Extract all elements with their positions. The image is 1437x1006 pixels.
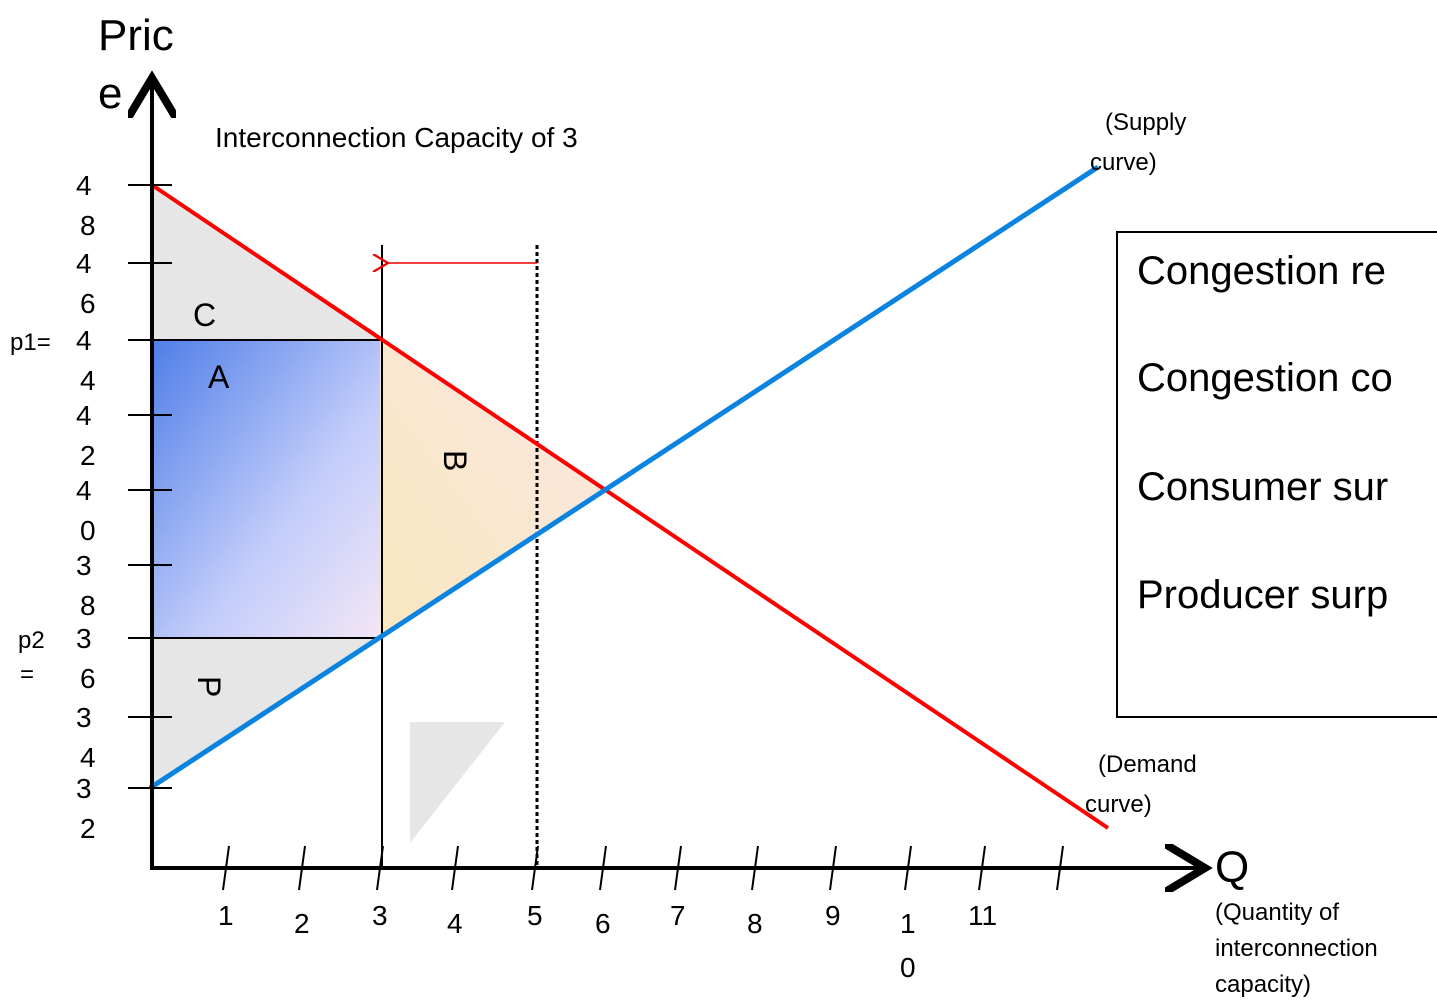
region-label: B [437, 450, 473, 471]
title: Interconnection Capacity of 3 [215, 122, 578, 153]
x-tick [829, 845, 837, 891]
y-tick-label: 4 [76, 248, 92, 279]
legend-text: Consumer sur [1137, 465, 1388, 509]
y-tick-label: 4 [76, 170, 92, 201]
x-tick-label: 11 [968, 900, 997, 931]
y-tick-label: 4 [80, 742, 96, 773]
x-tick [376, 845, 384, 891]
x-tick [978, 845, 986, 891]
legend-box [1116, 231, 1437, 718]
x-tick-label: 3 [372, 900, 388, 931]
y-axis-label: e [98, 69, 122, 118]
y-tick-label: 2 [80, 813, 96, 844]
y-tick-label: 3 [76, 550, 92, 581]
y-tick-label: 8 [80, 590, 96, 621]
p2-label: p2 [18, 627, 45, 654]
y-tick-label: 0 [80, 515, 96, 546]
x-tick [674, 845, 682, 891]
legend-text: Congestion re [1137, 249, 1386, 293]
y-tick-label: 4 [76, 400, 92, 431]
y-tick-label: 3 [76, 773, 92, 804]
demand-curve [150, 183, 1110, 830]
x-tick-label: 5 [527, 900, 543, 931]
region-label: C [193, 297, 216, 333]
x-tick-label: 7 [670, 900, 686, 931]
legend-text: Producer surp [1137, 573, 1388, 617]
x-tick [599, 845, 607, 891]
legend-text: Congestion co [1137, 356, 1393, 400]
demand-label: (Demand [1098, 751, 1197, 778]
x-tick-label: 4 [447, 908, 463, 939]
y-axis-label: Pric [98, 11, 174, 60]
x-axis-note: interconnection [1215, 935, 1378, 962]
supply-label: (Supply [1105, 109, 1186, 136]
demand-label: curve) [1085, 791, 1152, 818]
x-tick-label: 9 [825, 900, 841, 931]
x-axis-label: Q [1215, 843, 1249, 892]
region-label: A [208, 359, 230, 395]
x-tick-label: 1 [218, 900, 234, 931]
region-label: P [191, 676, 227, 697]
supply-label: curve) [1090, 149, 1157, 176]
region-b [380, 340, 605, 638]
x-axis-note: capacity) [1215, 971, 1311, 998]
x-tick-label: 0 [900, 952, 916, 983]
y-tick-label: 6 [80, 288, 96, 319]
y-tick-label: 4 [76, 325, 92, 356]
x-tick [298, 845, 306, 891]
y-tick-label: 4 [76, 475, 92, 506]
y-tick-label: 8 [80, 210, 96, 241]
region-a [152, 340, 380, 638]
x-tick-label: 2 [294, 908, 310, 939]
x-tick [531, 845, 539, 891]
x-tick [1056, 845, 1064, 891]
y-tick-label: 6 [80, 663, 96, 694]
gray-triangle [410, 722, 505, 843]
y-tick-label: 2 [80, 440, 96, 471]
supply-curve [148, 164, 1100, 791]
p1-label: p1= [10, 329, 51, 356]
y-tick-label: 4 [80, 365, 96, 396]
y-tick-label: 3 [76, 623, 92, 654]
y-tick-label: 3 [76, 702, 92, 733]
x-axis-note: (Quantity of [1215, 899, 1339, 926]
x-tick-label: 1 [900, 908, 916, 939]
x-tick [222, 845, 230, 891]
x-tick [751, 845, 759, 891]
x-tick-label: 8 [747, 908, 763, 939]
p2-label: = [20, 661, 34, 688]
x-tick [904, 845, 912, 891]
x-tick-label: 6 [595, 908, 611, 939]
x-tick [451, 845, 459, 891]
